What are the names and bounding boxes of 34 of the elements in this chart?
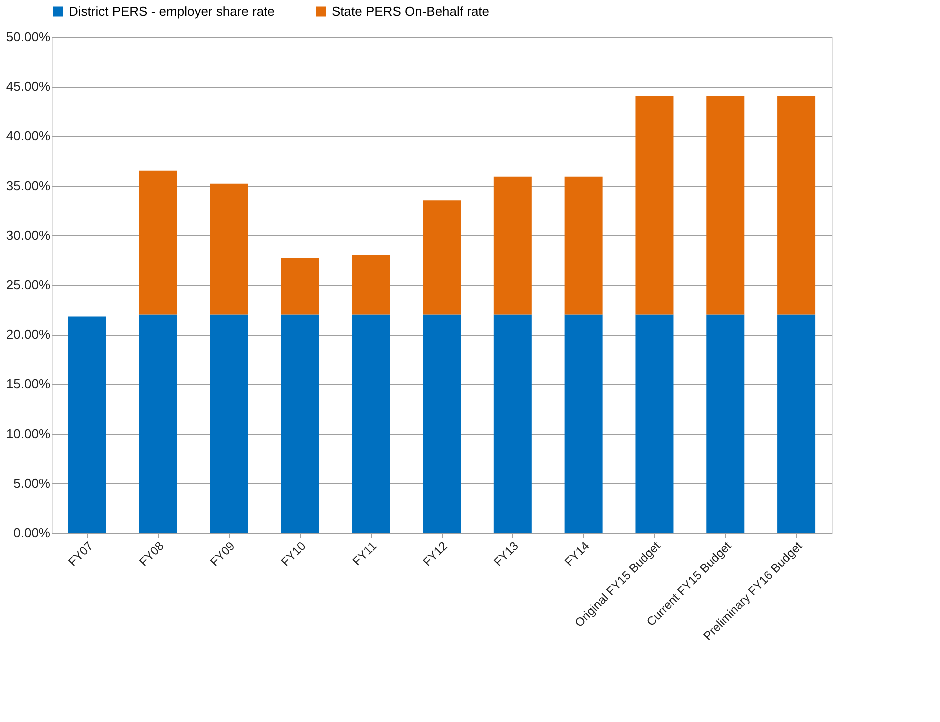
bar <box>423 314 461 533</box>
bar <box>564 176 603 315</box>
y-tick-label: 45.00% <box>6 79 51 94</box>
bar <box>423 200 461 315</box>
y-tick-label: 25.00% <box>6 278 51 292</box>
bar <box>139 170 178 315</box>
bar <box>139 314 178 533</box>
bar <box>210 314 248 533</box>
bar <box>68 316 106 533</box>
y-tick-label: 10.00% <box>6 426 51 442</box>
y-tick-label: 30.00% <box>6 228 51 243</box>
y-tick-label: 50.00% <box>6 30 51 44</box>
y-tick-label: 20.00% <box>6 327 51 342</box>
bar <box>636 96 674 315</box>
bar <box>352 255 390 315</box>
y-tick-label: 5.00% <box>14 476 51 491</box>
y-tick-label: 40.00% <box>6 128 51 144</box>
bar <box>494 176 532 315</box>
bar <box>636 314 674 533</box>
y-tick-label: 0.00% <box>14 526 51 540</box>
bar <box>281 258 320 315</box>
bar <box>706 314 745 533</box>
y-tick-label: 35.00% <box>6 178 51 194</box>
bar <box>494 314 532 533</box>
bar <box>210 184 248 315</box>
y-tick-label: 15.00% <box>6 376 51 392</box>
bar <box>706 96 745 315</box>
bar <box>564 314 603 533</box>
legend-label: State PERS On-Behalf rate <box>332 4 490 19</box>
bar <box>778 314 816 533</box>
bar <box>778 96 816 315</box>
bar <box>281 314 320 533</box>
bar <box>352 314 390 533</box>
legend-label: District PERS - employer share rate <box>69 4 275 19</box>
